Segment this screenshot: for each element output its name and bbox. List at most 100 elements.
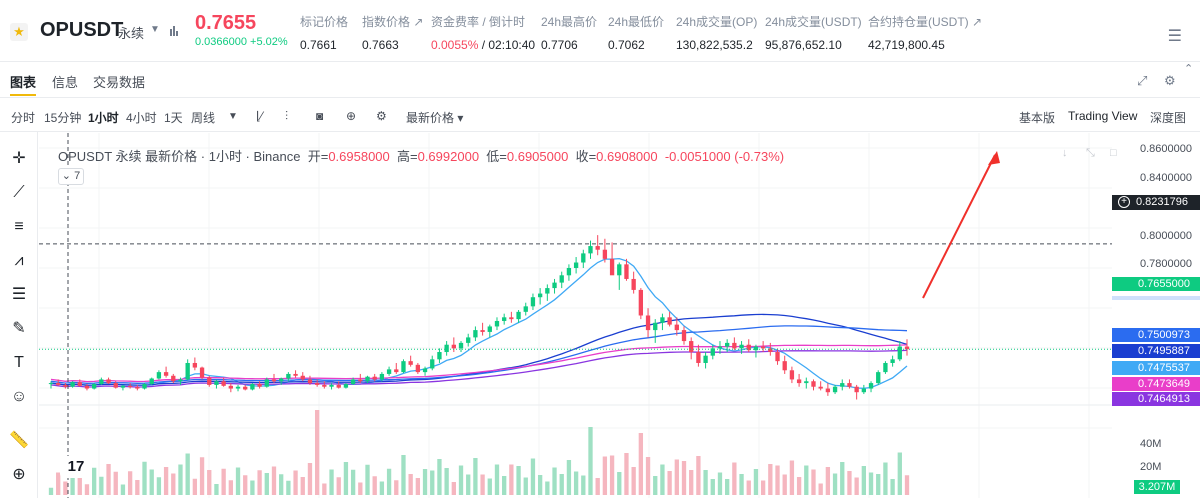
ticker-header: ★ OPUSDT 永续 ▼ 0.7655 0.0366000 +5.02% 标记… [0, 0, 1200, 62]
trendline-icon[interactable]: ⟋ [13, 184, 25, 201]
horizontal-lines-icon[interactable]: ≡ [14, 218, 24, 235]
interval-1d[interactable]: 1天 [164, 111, 183, 125]
interval-1w[interactable]: 周线 [191, 111, 216, 125]
volume-bar [113, 471, 118, 495]
candle-body [746, 344, 751, 351]
candle-body [825, 388, 831, 393]
volume-value: 3.207M [1134, 480, 1180, 494]
interval-15m[interactable]: 15分钟 [44, 111, 82, 125]
view-tradingview[interactable]: Trading View [1068, 109, 1138, 123]
candle-body [149, 378, 154, 384]
interval-1h[interactable]: 1小时 [88, 111, 119, 125]
candle-body [545, 288, 550, 294]
volume-bar [595, 478, 600, 495]
candle-body [897, 346, 902, 360]
candle-body [530, 297, 536, 307]
more-intervals-icon[interactable]: ▼ [228, 111, 238, 122]
camera-icon[interactable]: ◙ [316, 109, 324, 123]
price-type-select[interactable]: 最新价格 ▾ [406, 111, 464, 125]
candle-body [307, 379, 313, 384]
volume-bar [516, 466, 521, 495]
candle-body [753, 346, 759, 351]
candle-body [48, 383, 54, 385]
stat-open-interest[interactable]: 合约持仓量(USDT) ↗ 42,719,800.45 [868, 15, 983, 52]
tradingview-logo[interactable]: 17 [60, 456, 92, 478]
candle-body [343, 383, 349, 388]
collapse-up-icon[interactable]: ⌃ [1184, 63, 1194, 75]
add-icon[interactable]: ⊕ [346, 109, 357, 123]
candle-body [480, 330, 485, 332]
restore-icon[interactable]: ⤡ [1086, 147, 1095, 159]
move-down-icon[interactable]: ↓ [1062, 147, 1068, 159]
tab-info[interactable]: 信息 [52, 75, 79, 90]
volume-bar [322, 483, 327, 495]
axis-tick: 0.8600000 [1140, 143, 1192, 155]
price-axis[interactable]: 0.8600000 0.8400000 0.8000000 0.7800000 [1112, 132, 1200, 498]
volume-bar [257, 470, 262, 495]
volume-bar [235, 467, 241, 495]
pattern-icon[interactable]: ⩘ [14, 252, 24, 269]
view-depth[interactable]: 深度图 [1150, 111, 1187, 125]
volume-bar [120, 484, 126, 495]
fib-icon[interactable]: ☰ [11, 286, 27, 303]
view-basic[interactable]: 基本版 [1019, 111, 1056, 125]
volume-bar [717, 472, 723, 495]
text-icon[interactable]: T [14, 354, 24, 371]
candle-body [120, 385, 126, 388]
interval-time[interactable]: 分时 [11, 111, 36, 125]
volume-bar [609, 455, 615, 495]
emoji-icon[interactable]: ☺ [10, 388, 28, 405]
candle-body [92, 383, 97, 389]
volume-bar [825, 467, 831, 495]
tab-trading-data[interactable]: 交易数据 [93, 75, 146, 90]
maximize-icon[interactable]: □ [1110, 147, 1117, 159]
volume-bar [847, 471, 852, 495]
candle-body [401, 361, 406, 373]
volume-bar [660, 464, 665, 495]
volume-bar [566, 460, 572, 495]
candle-body [77, 382, 82, 386]
favorite-star-icon[interactable]: ★ [10, 23, 28, 41]
stat-index-price[interactable]: 指数价格 ↗ 0.7663 [362, 15, 424, 52]
fullscreen-icon[interactable]: ⤢ [1137, 73, 1148, 88]
candle-body [832, 386, 838, 393]
brush-icon[interactable]: ✎ [12, 320, 26, 337]
indicator-icon[interactable]: ⌊⁄ [256, 109, 263, 123]
volume-bar [667, 471, 672, 495]
menu-icon[interactable]: ☰ [1167, 28, 1182, 45]
candle-style-icon[interactable]: ⫶ [285, 109, 289, 123]
candle-body [113, 383, 118, 388]
interval-4h[interactable]: 4小时 [126, 111, 157, 125]
candle-body [286, 373, 291, 379]
volume-bar [746, 480, 751, 495]
crosshair-price-label[interactable]: + 0.8231796 [1112, 195, 1200, 210]
candle-body [322, 384, 327, 387]
chart-tabs: 图表 信息 交易数据 [0, 64, 1200, 98]
candle-body [660, 317, 665, 323]
ruler-icon[interactable]: 📏 [9, 432, 29, 449]
add-alert-icon[interactable]: + [1118, 196, 1130, 208]
candle-body [430, 359, 435, 369]
tab-chart[interactable]: 图表 [10, 72, 37, 96]
indicators-collapse-button[interactable]: ⌄ 7 [58, 168, 84, 185]
symbol-name[interactable]: OPUSDT [40, 19, 124, 41]
candle-body [156, 372, 162, 379]
volume-bar [581, 475, 586, 495]
candle-body [135, 387, 140, 389]
gear-icon[interactable]: ⚙ [376, 109, 387, 123]
candle-body [710, 348, 715, 356]
volume-bar [473, 458, 478, 495]
stat-mark-price: 标记价格 0.7661 [300, 15, 349, 52]
price-chart[interactable] [39, 133, 1112, 498]
settings-icon[interactable]: ⚙ [1164, 73, 1176, 88]
stat-24h-high: 24h最高价 0.7706 [541, 15, 598, 52]
volume-bar [70, 463, 75, 495]
candle-body [458, 342, 464, 349]
candle-body [573, 262, 579, 268]
candle-body [243, 386, 248, 390]
volume-bar [638, 433, 644, 495]
crosshair-icon[interactable]: ✛ [12, 150, 26, 167]
ma-label: 0.7475537 [1112, 361, 1200, 375]
symbol-dropdown-icon[interactable]: ▼ [150, 24, 160, 35]
zoom-icon[interactable]: ⊕ [12, 466, 26, 483]
